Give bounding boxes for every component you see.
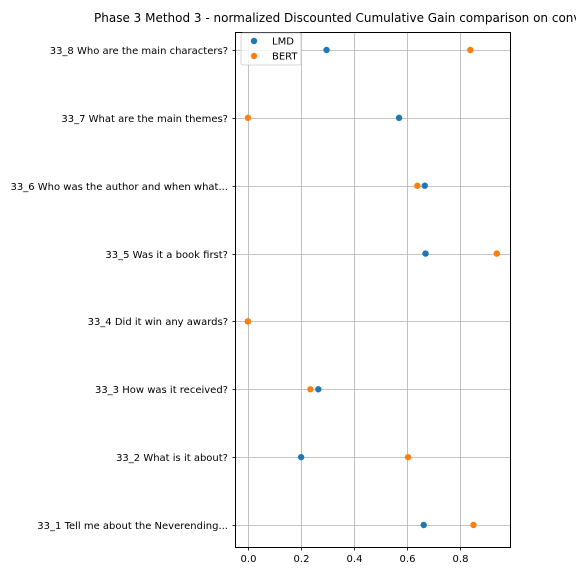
data-point-bert <box>493 250 500 257</box>
chart-title: Phase 3 Method 3 - normalized Discounted… <box>94 11 576 25</box>
data-point-lmd <box>421 182 428 189</box>
y-tick-label: 33_2 What is it about? <box>116 453 228 464</box>
data-point-bert <box>404 453 412 461</box>
x-tick-label: 0.6 <box>400 554 416 565</box>
plot-frame <box>235 32 511 548</box>
data-points <box>244 46 500 529</box>
data-point-bert <box>244 318 252 325</box>
data-point-lmd <box>420 521 427 529</box>
grid <box>236 33 510 547</box>
data-point-bert <box>307 386 314 393</box>
y-tick-label: 33_5 Was it a book first? <box>105 250 228 261</box>
data-point-bert <box>244 114 252 122</box>
y-tick-label: 33_4 Did it win any awards? <box>88 317 228 328</box>
legend-label-bert: BERT <box>272 52 298 63</box>
x-tick-label: 0.0 <box>241 554 257 565</box>
x-tick-label: 0.2 <box>294 554 310 565</box>
x-tick-label: 0.4 <box>347 554 363 565</box>
legend: LMD BERT <box>240 32 302 66</box>
data-point-lmd <box>395 114 403 122</box>
legend-label-lmd: LMD <box>272 37 294 48</box>
data-point-lmd <box>323 46 330 54</box>
data-point-lmd <box>297 453 305 461</box>
legend-marker-bert <box>250 52 258 60</box>
axes: 0.0 0.2 0.4 0.6 0.8 33_8 Who are the main cha… <box>11 46 469 565</box>
data-point-bert <box>414 182 421 189</box>
x-tick-label: 0.8 <box>453 554 469 565</box>
data-point-lmd <box>422 250 429 257</box>
legend-marker-lmd <box>250 37 258 45</box>
data-point-lmd <box>315 386 322 393</box>
data-point-bert <box>467 46 474 54</box>
data-point-bert <box>470 521 477 529</box>
y-tick-label: 33_7 What are the main themes? <box>61 114 228 125</box>
y-tick-label: 33_1 Tell me about the Neverending... <box>37 521 228 532</box>
y-tick-label: 33_3 How was it received? <box>95 385 228 396</box>
y-tick-label: 33_8 Who are the main characters? <box>50 46 228 57</box>
y-tick-label: 33_6 Who was the author and when what... <box>11 182 229 193</box>
